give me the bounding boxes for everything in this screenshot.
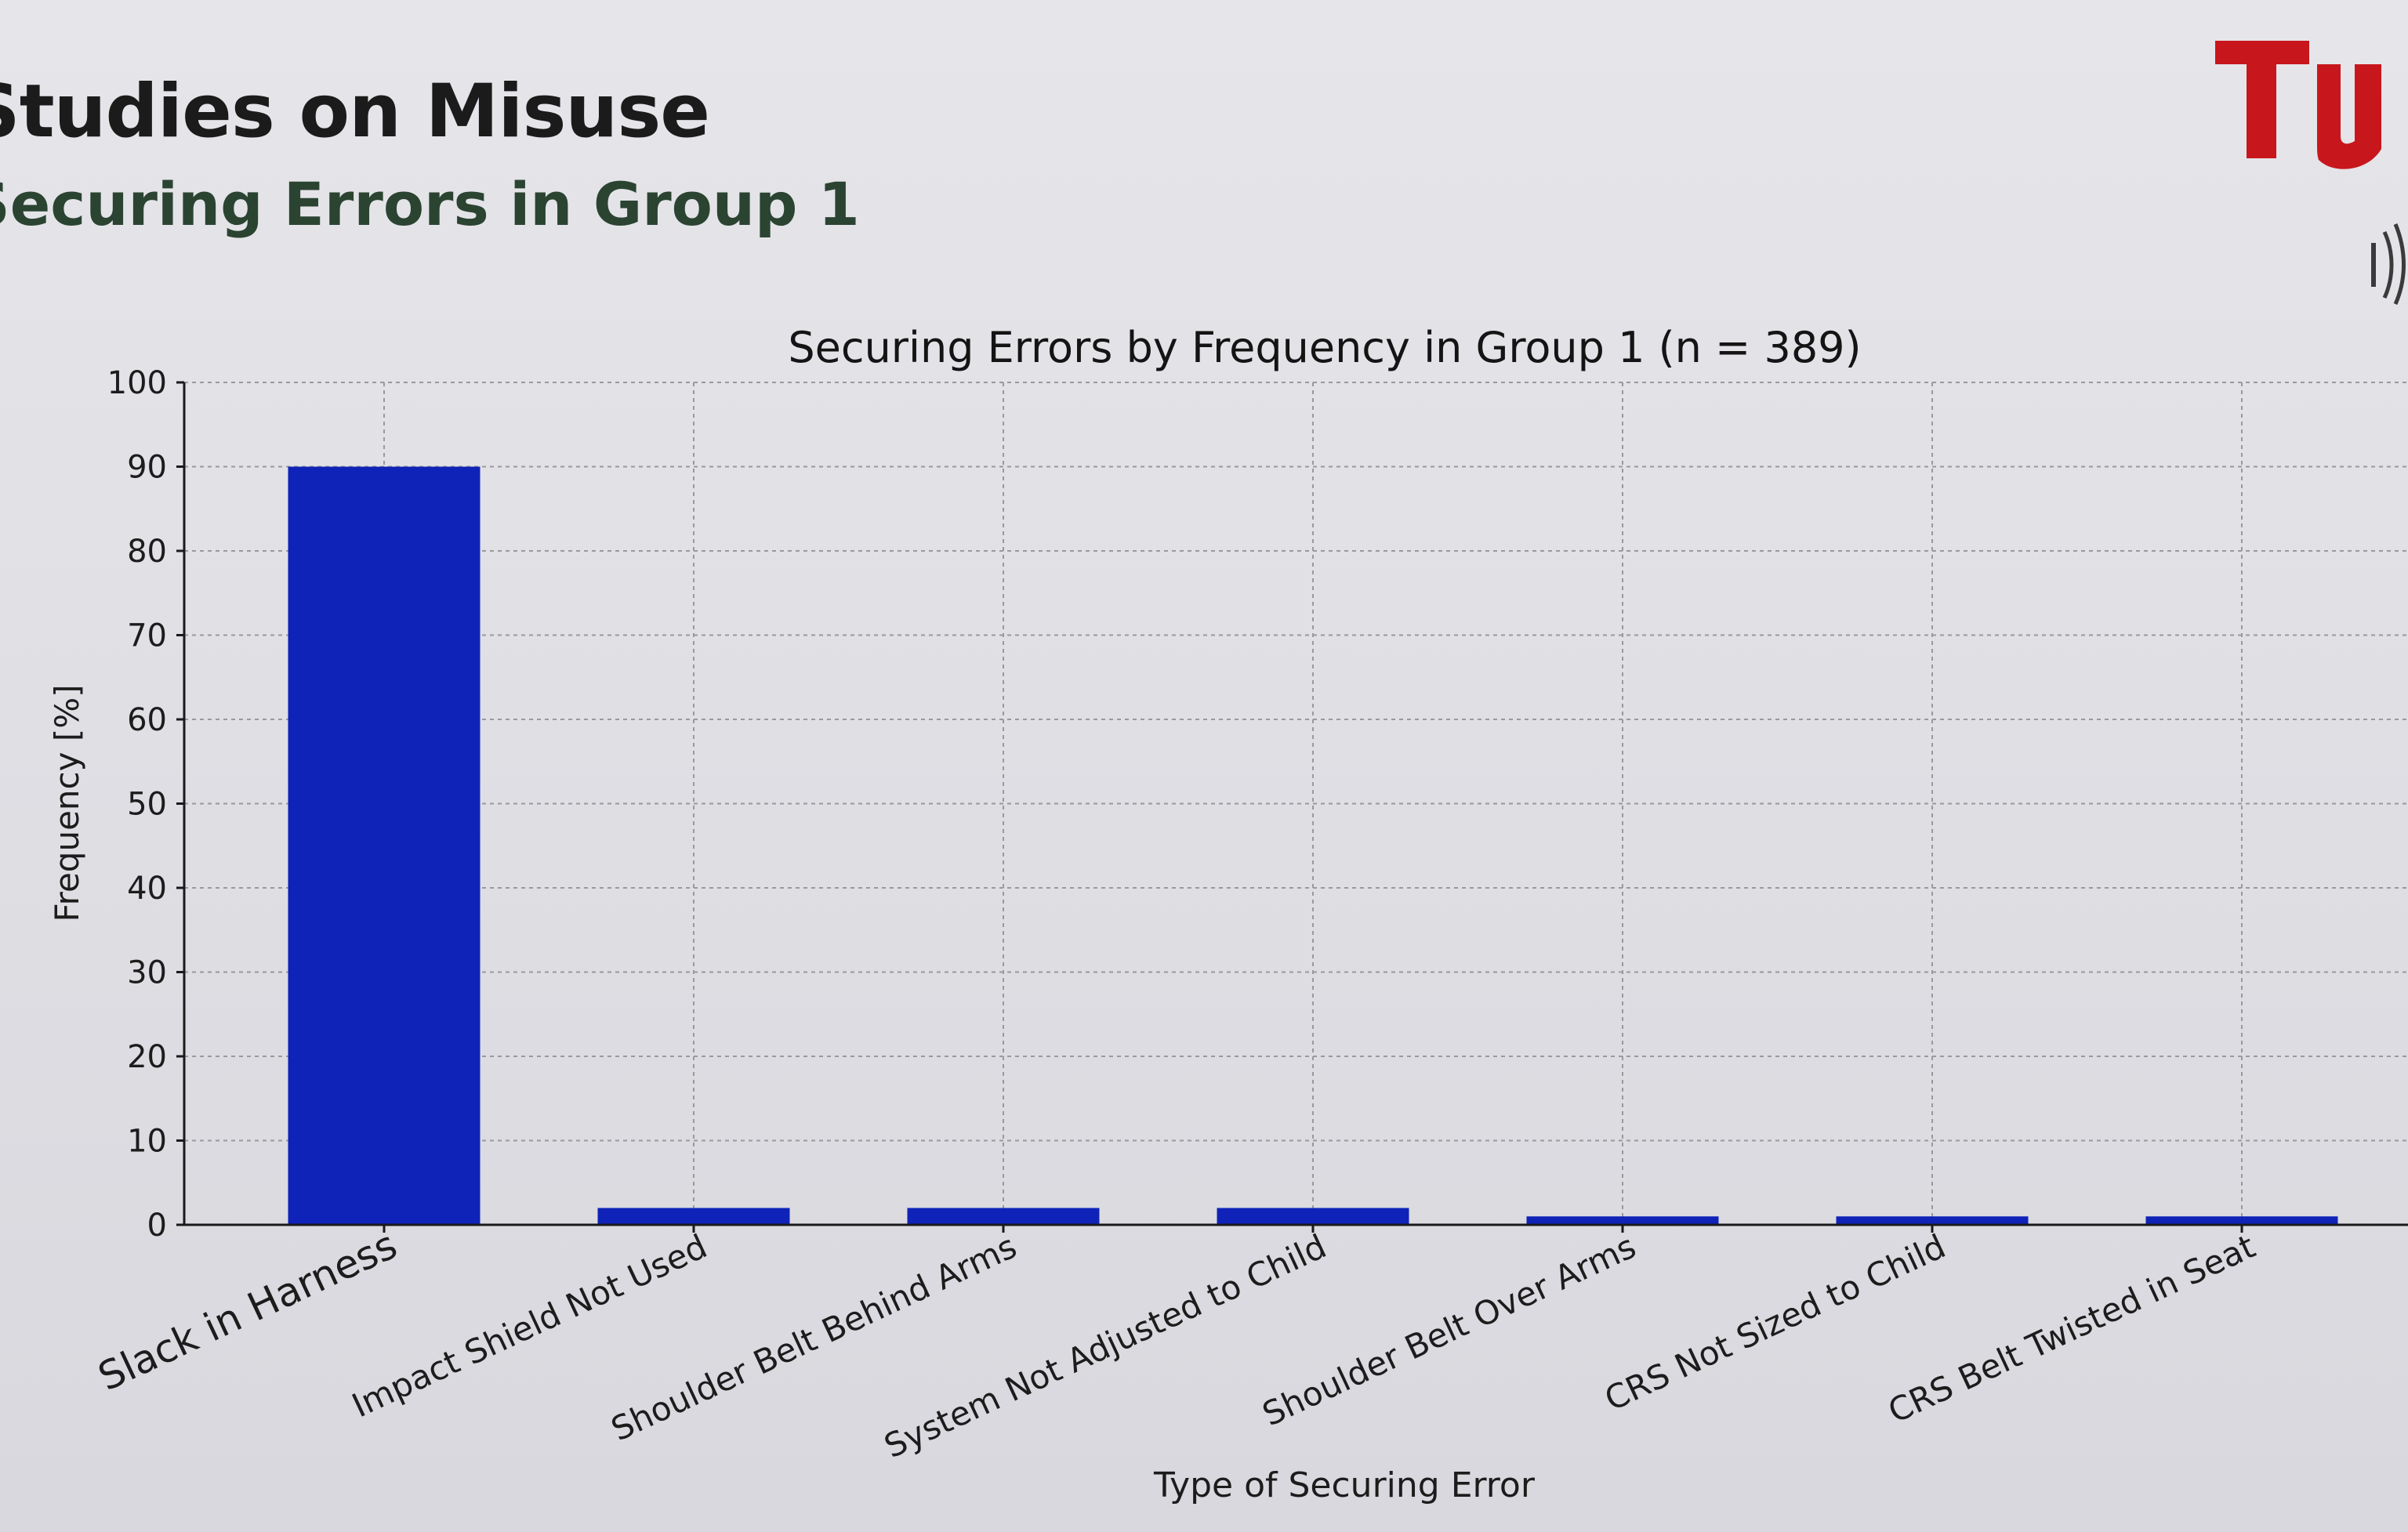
logo-wave-icon <box>2371 223 2406 306</box>
bar-slack-in-harness <box>288 466 481 1225</box>
y-tick-label: 100 <box>107 365 167 401</box>
y-tick-label: 30 <box>127 955 167 991</box>
bar-impact-shield-not-used <box>597 1208 790 1225</box>
bar-shoulder-belt-over-arms <box>1526 1216 1719 1225</box>
y-tick-label: 70 <box>127 618 167 654</box>
slide-subtitle: Securing Errors in Group 1 <box>0 169 860 239</box>
slide-title: Studies on Misuse <box>0 69 710 154</box>
tu-logo: TU <box>2215 41 2381 169</box>
grid-layer <box>184 382 2408 1225</box>
y-tick-label: 0 <box>147 1208 167 1244</box>
y-tick-label: 40 <box>127 871 167 907</box>
y-tick-label: 60 <box>127 702 167 738</box>
y-tick-label: 50 <box>127 787 167 823</box>
y-tick-label: 20 <box>127 1039 167 1075</box>
x-axis-label: Type of Securing Error <box>1153 1465 1536 1505</box>
y-axis-label: Frequency [%] <box>48 684 86 922</box>
bar-crs-not-sized-to-child <box>1836 1216 2029 1225</box>
bar-system-not-adjusted-to-child <box>1217 1208 1409 1225</box>
bar-shoulder-belt-behind-arms <box>907 1208 1100 1225</box>
y-tick-label: 80 <box>127 534 167 570</box>
bar-crs-belt-twisted-in-seat <box>2145 1216 2338 1225</box>
tu-logo-t-shape <box>2215 41 2309 158</box>
chart-title: Securing Errors by Frequency in Group 1 … <box>788 323 1861 372</box>
tu-logo-u-shape <box>2317 64 2381 169</box>
axis-layer <box>176 381 2408 1233</box>
y-tick-label: 10 <box>127 1124 167 1160</box>
x-tick-label: Slack in Harness <box>92 1222 404 1400</box>
bars-layer <box>288 466 2338 1225</box>
y-tick-label: 90 <box>127 450 167 486</box>
